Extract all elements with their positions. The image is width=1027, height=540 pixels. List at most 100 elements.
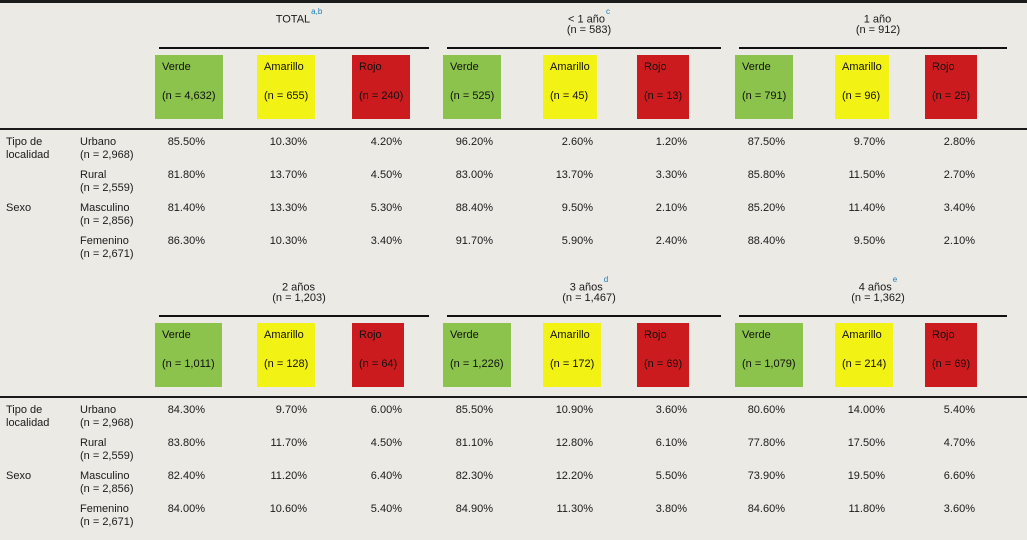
value-cell: 2.40% (655, 235, 687, 247)
verde-label: Verde (162, 61, 191, 73)
subcategory-n: (n = 2,968) (80, 417, 134, 429)
value-cell: 3.60% (655, 404, 687, 416)
group-title-text: < 1 año (567, 13, 605, 26)
verde-n: (n = 1,079) (742, 358, 796, 370)
value-cell: 11.40% (848, 202, 886, 214)
amarillo-n: (n = 128) (264, 358, 309, 370)
group-header-total: TOTALa,b Verde (n = 4,632) Amarillo (n =… (155, 7, 443, 128)
subcategory: Femenino (n = 2,671) (80, 503, 155, 536)
amarillo-label: Amarillo (264, 329, 304, 341)
value-cell: 17.50% (847, 437, 885, 449)
value-cell: 10.30% (269, 136, 307, 148)
value-cell: 6.00% (370, 404, 402, 416)
amarillo-legend-box: Amarillo (n = 96) (835, 55, 889, 119)
value-cell: 86.30% (167, 235, 205, 247)
value-cell: 82.40% (167, 470, 205, 482)
value-cell: 5.30% (370, 202, 402, 214)
subcategory-label: Rural (80, 437, 107, 449)
group-n: (n = 1,203) (272, 292, 326, 304)
group-underline (739, 315, 1007, 317)
value-cell: 10.60% (269, 503, 307, 515)
group-title: 2 años (155, 277, 443, 294)
group-title: 3 añosd (443, 275, 735, 294)
footnote-marker: e (892, 275, 898, 284)
subcategory: Rural (n = 2,559) (80, 169, 155, 202)
table-row: Sexo Masculino (n = 2,856) 82.40% 11.20% … (6, 470, 1027, 503)
value-cell: 85.50% (455, 404, 493, 416)
subcategory: Rural (n = 2,559) (80, 437, 155, 470)
subcategory-label: Masculino (80, 470, 130, 482)
table-row: Tipo de localidad Urbano (n = 2,968) 84.3… (6, 404, 1027, 437)
verde-legend-box: Verde (n = 1,226) (443, 323, 511, 387)
value-cell: 5.40% (370, 503, 402, 515)
group-header-lt1: < 1 añoc (n = 583) Verde (n = 525) Amari… (443, 7, 735, 128)
value-cell: 2.70% (943, 169, 975, 181)
value-cell: 3.40% (370, 235, 402, 247)
value-cell: 12.80% (555, 437, 593, 449)
group-underline (159, 315, 429, 317)
category-label: Tipo de localidad (6, 404, 50, 429)
value-cell: 85.50% (167, 136, 205, 148)
rojo-legend-box: Rojo (n = 240) (352, 55, 411, 119)
verde-n: (n = 525) (450, 90, 495, 102)
subcategory-label: Femenino (80, 503, 129, 515)
legend-box-row: Verde (n = 791) Amarillo (n = 96) Rojo (… (735, 49, 1021, 128)
amarillo-legend-box: Amarillo (n = 45) (543, 55, 597, 119)
value-cell: 3.80% (655, 503, 687, 515)
rojo-n: (n = 69) (932, 358, 971, 370)
rojo-label: Rojo (932, 329, 955, 341)
group-title-text: 1 año (863, 13, 892, 26)
rojo-legend-box: Rojo (n = 25) (925, 55, 978, 119)
verde-label: Verde (450, 61, 479, 73)
amarillo-label: Amarillo (550, 61, 590, 73)
header-spacer (6, 277, 155, 396)
value-cell: 6.60% (943, 470, 975, 482)
header-spacer (6, 9, 155, 128)
legend-box-row: Verde (n = 4,632) Amarillo (n = 655) Roj… (155, 49, 443, 128)
rojo-legend-box: Rojo (n = 64) (352, 323, 405, 387)
category-label: Tipo de localidad (6, 136, 50, 161)
category-label (6, 235, 80, 268)
group-title: TOTALa,b (155, 7, 443, 26)
value-cell: 9.70% (853, 136, 885, 148)
section-1-header: TOTALa,b Verde (n = 4,632) Amarillo (n =… (6, 3, 1027, 128)
value-cell: 91.70% (455, 235, 493, 247)
value-cell: 2.60% (561, 136, 593, 148)
subcategory-n: (n = 2,671) (80, 516, 134, 528)
amarillo-n: (n = 172) (550, 358, 595, 370)
table-row: Rural (n = 2,559) 83.80% 11.70% 4.50% 81.… (6, 437, 1027, 470)
table-row: Rural (n = 2,559) 81.80% 13.70% 4.50% 83.… (6, 169, 1027, 202)
verde-label: Verde (162, 329, 191, 341)
value-cell: 9.50% (561, 202, 593, 214)
verde-n: (n = 1,011) (162, 358, 215, 370)
value-cell: 73.90% (747, 470, 785, 482)
subcategory-n: (n = 2,968) (80, 149, 134, 161)
section-2-header: 2 años (n = 1,203) Verde (n = 1,011) Ama… (6, 268, 1027, 396)
subcategory: Masculino (n = 2,856) (80, 202, 155, 235)
verde-label: Verde (742, 329, 771, 341)
rojo-label: Rojo (932, 61, 955, 73)
value-cell: 2.80% (943, 136, 975, 148)
value-cell: 96.20% (455, 136, 493, 148)
subcategory: Urbano (n = 2,968) (80, 404, 155, 437)
category-label (6, 169, 80, 202)
value-cell: 3.30% (655, 169, 687, 181)
value-cell: 83.00% (455, 169, 493, 181)
amarillo-n: (n = 45) (550, 90, 589, 102)
group-underline (447, 47, 721, 49)
value-cell: 87.50% (747, 136, 785, 148)
value-cell: 77.80% (747, 437, 785, 449)
value-cell: 5.90% (561, 235, 593, 247)
legend-box-row: Verde (n = 1,011) Amarillo (n = 128) Roj… (155, 317, 443, 396)
value-cell: 6.10% (655, 437, 687, 449)
value-cell: 13.70% (555, 169, 593, 181)
group-title: < 1 añoc (443, 7, 735, 26)
amarillo-label: Amarillo (842, 61, 882, 73)
value-cell: 3.40% (943, 202, 975, 214)
subcategory-label: Urbano (80, 136, 117, 148)
subcategory-n: (n = 2,559) (80, 182, 134, 194)
value-cell: 84.00% (167, 503, 205, 515)
value-cell: 11.50% (848, 169, 886, 181)
rojo-n: (n = 13) (644, 90, 683, 102)
